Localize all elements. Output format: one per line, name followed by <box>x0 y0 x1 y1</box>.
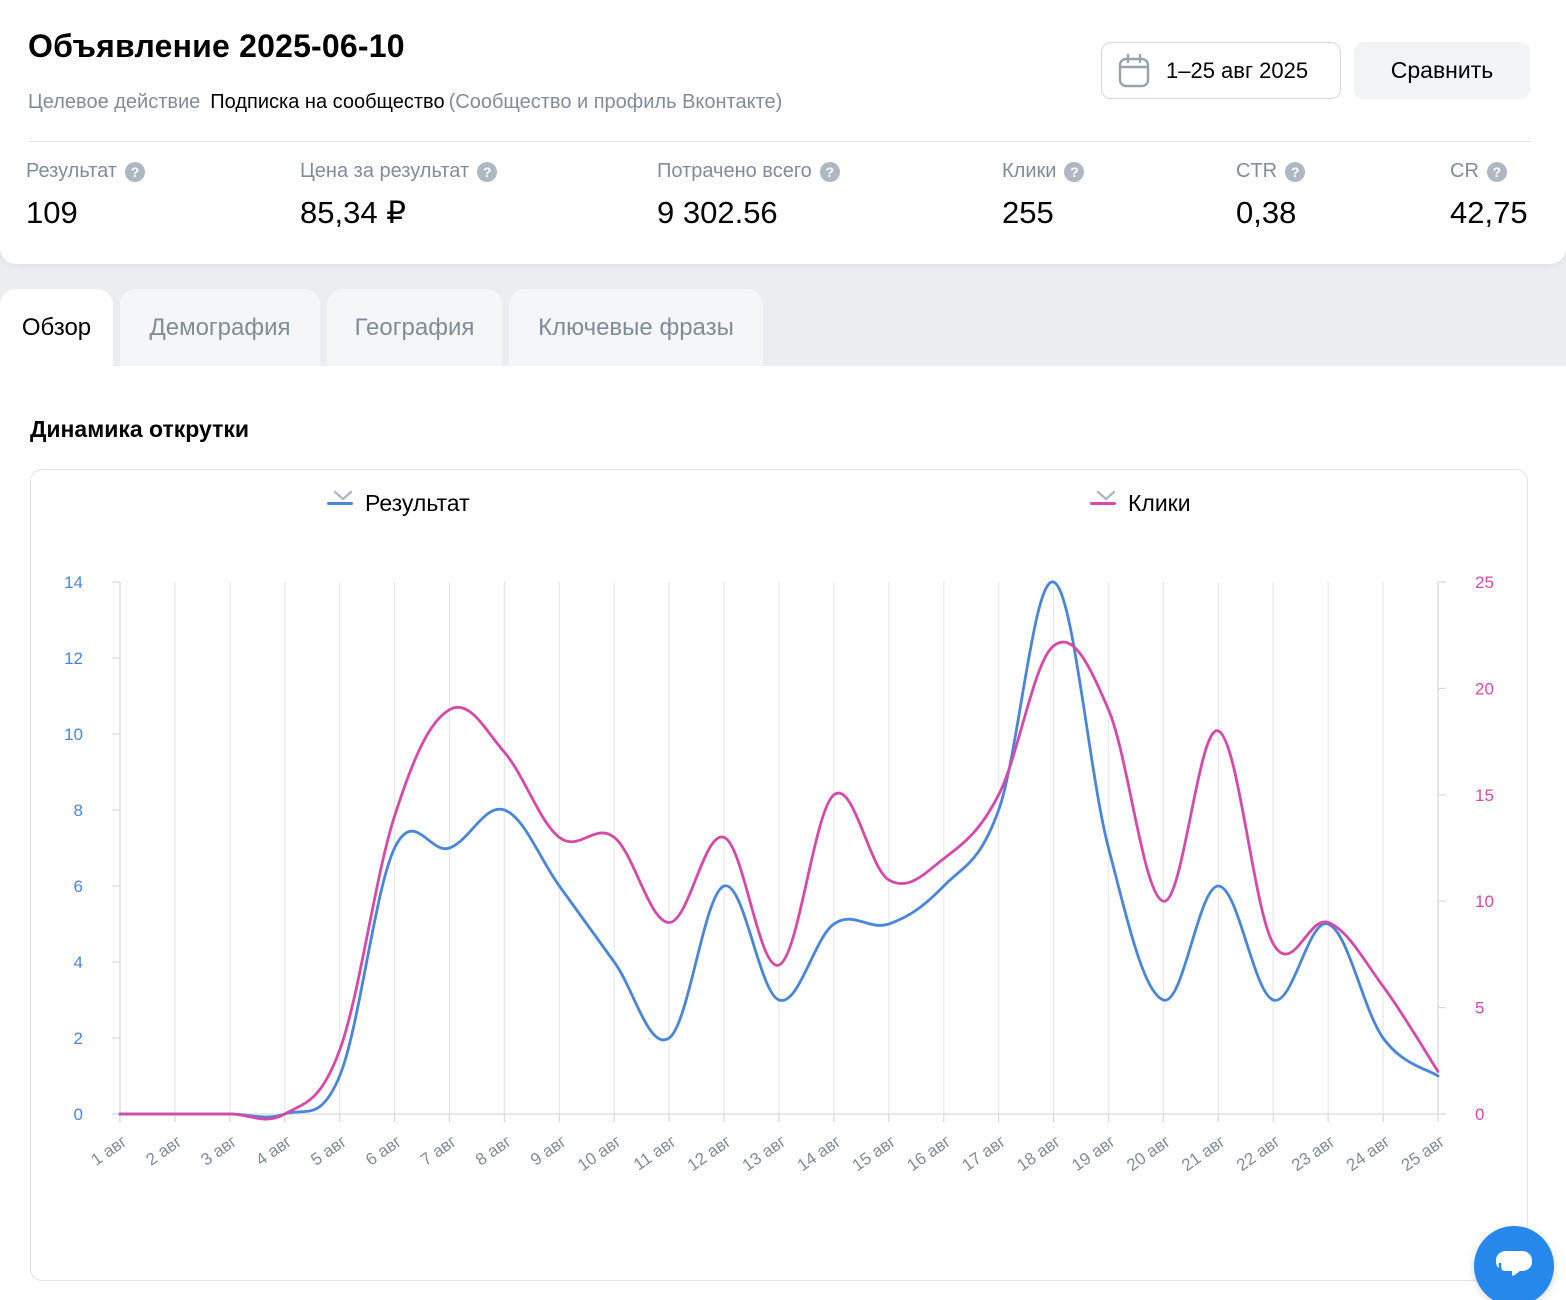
section-title: Динамика открутки <box>30 416 250 442</box>
metric-value: 42,75 <box>1450 195 1528 230</box>
legend-label: Клики <box>1128 490 1191 516</box>
x-tick-label: 25 авг <box>1398 1132 1448 1175</box>
legend-results[interactable]: Результат <box>327 490 470 517</box>
x-tick-label: 7 авг <box>417 1132 460 1170</box>
y-left-tick-label: 4 <box>74 953 83 972</box>
compare-button[interactable]: Сравнить <box>1354 42 1530 99</box>
legend-swatch <box>327 502 353 505</box>
header-card: Объявление 2025-06-10 Целевое действие По… <box>0 0 1566 264</box>
metric-value: 85,34 ₽ <box>300 195 406 230</box>
x-tick-label: 8 авг <box>472 1132 515 1170</box>
help-icon[interactable]: ? <box>1064 161 1085 182</box>
y-right-tick-label: 20 <box>1475 679 1494 698</box>
metric-label: Потрачено всего <box>657 160 812 182</box>
help-icon[interactable]: ? <box>477 161 498 182</box>
x-tick-label: 13 авг <box>739 1132 789 1175</box>
y-left-tick-label: 10 <box>64 725 83 744</box>
x-tick-label: 19 авг <box>1068 1132 1118 1175</box>
x-tick-label: 2 авг <box>142 1132 185 1170</box>
metric-label: CTR <box>1236 160 1278 182</box>
x-tick-label: 15 авг <box>849 1132 899 1175</box>
metric-cost-per-result: Цена за результат? 85,34 ₽ <box>300 160 498 231</box>
tab-keywords[interactable]: Ключевые фразы <box>509 289 763 366</box>
metric-ctr: CTR? 0,38 <box>1236 160 1306 231</box>
x-tick-label: 18 авг <box>1013 1132 1063 1175</box>
x-tick-label: 1 авг <box>88 1132 131 1170</box>
x-tick-label: 14 авг <box>794 1132 844 1175</box>
y-left-tick-label: 14 <box>64 573 83 592</box>
chart-plot: 0 2 4 6 8 10 12 14 0 5 10 15 20 25 1 авг 2 авг 3 авг 4 ав… <box>64 573 1494 1175</box>
y-right-tick-label: 0 <box>1475 1105 1484 1124</box>
x-tick-label: 6 авг <box>362 1132 405 1170</box>
metric-label: Цена за результат <box>300 160 470 182</box>
y-left-tick-label: 2 <box>74 1029 83 1048</box>
x-tick-label: 20 авг <box>1123 1132 1173 1175</box>
x-tick-label: 4 авг <box>252 1132 295 1170</box>
help-icon[interactable]: ? <box>124 161 145 182</box>
y-left-tick-label: 0 <box>74 1105 83 1124</box>
x-tick-label: 3 авг <box>197 1132 240 1170</box>
chat-icon <box>1496 1251 1532 1282</box>
calendar-icon <box>1118 53 1150 87</box>
x-tick-label: 16 авг <box>904 1132 954 1175</box>
y-left-tick-label: 6 <box>74 877 83 896</box>
delivery-chart: Результат Клики 0 2 4 6 8 10 12 14 0 5 10 15 20 25 1 а… <box>30 469 1528 1281</box>
tab-geography[interactable]: География <box>327 289 502 366</box>
x-tick-label: 22 авг <box>1233 1132 1283 1175</box>
chevron-down-icon <box>1096 490 1116 501</box>
x-tick-label: 5 авг <box>307 1132 350 1170</box>
tab-overview[interactable]: Обзор <box>0 289 113 366</box>
header-divider <box>28 141 1532 142</box>
x-tick-label: 12 авг <box>684 1132 734 1175</box>
legend-swatch <box>1090 502 1116 505</box>
x-tick-label: 10 авг <box>574 1132 624 1175</box>
date-range-text: 1–25 авг 2025 <box>1166 57 1309 83</box>
target-action-value: Подписка на сообщество <box>210 91 445 113</box>
help-icon[interactable]: ? <box>1486 161 1507 182</box>
metric-value: 9 302.56 <box>657 195 778 230</box>
metric-result: Результат? 109 <box>26 160 145 231</box>
y-right-tick-label: 5 <box>1475 999 1484 1018</box>
chevron-down-icon <box>333 490 353 501</box>
help-icon[interactable]: ? <box>1285 161 1306 182</box>
metric-value: 255 <box>1002 195 1054 230</box>
x-tick-label: 24 авг <box>1343 1132 1393 1175</box>
x-tick-label: 9 авг <box>527 1132 570 1170</box>
overview-panel: Динамика открутки Результат Клики 0 2 4 6 8 1… <box>0 366 1566 1300</box>
legend-label: Результат <box>365 490 470 516</box>
series-line-results <box>118 580 1440 1119</box>
y-left-tick-label: 8 <box>74 801 83 820</box>
metric-label: CR <box>1450 160 1479 182</box>
y-right-tick-label: 10 <box>1475 892 1494 911</box>
metric-value: 0,38 <box>1236 195 1297 230</box>
metric-label: Результат <box>26 160 117 182</box>
date-range-button[interactable]: 1–25 авг 2025 <box>1101 42 1341 99</box>
target-action-note: (Сообщество и профиль Вконтакте) <box>448 91 783 113</box>
help-icon[interactable]: ? <box>819 161 840 182</box>
metric-value: 109 <box>26 195 78 230</box>
chat-button[interactable] <box>1474 1226 1554 1300</box>
metric-cr: CR? 42,75 <box>1450 160 1528 231</box>
page-title: Объявление 2025-06-10 <box>28 28 405 64</box>
y-right-tick-label: 25 <box>1475 573 1494 592</box>
legend-clicks[interactable]: Клики <box>1090 490 1191 517</box>
metric-clicks: Клики? 255 <box>1002 160 1085 231</box>
series-line-clicks <box>118 640 1440 1121</box>
x-tick-label: 17 авг <box>958 1132 1008 1175</box>
y-right-tick-label: 15 <box>1475 786 1494 805</box>
x-tick-label: 23 авг <box>1288 1132 1338 1175</box>
y-left-tick-label: 12 <box>64 649 83 668</box>
x-tick-label: 21 авг <box>1178 1132 1228 1175</box>
x-tick-label: 11 авг <box>630 1132 679 1175</box>
target-action-line: Целевое действие Подписка на сообщество (С… <box>28 91 782 114</box>
metric-total-spent: Потрачено всего? 9 302.56 <box>657 160 840 231</box>
target-action-label: Целевое действие <box>28 91 201 113</box>
tab-demography[interactable]: Демография <box>120 289 320 366</box>
metric-label: Клики <box>1002 160 1057 182</box>
